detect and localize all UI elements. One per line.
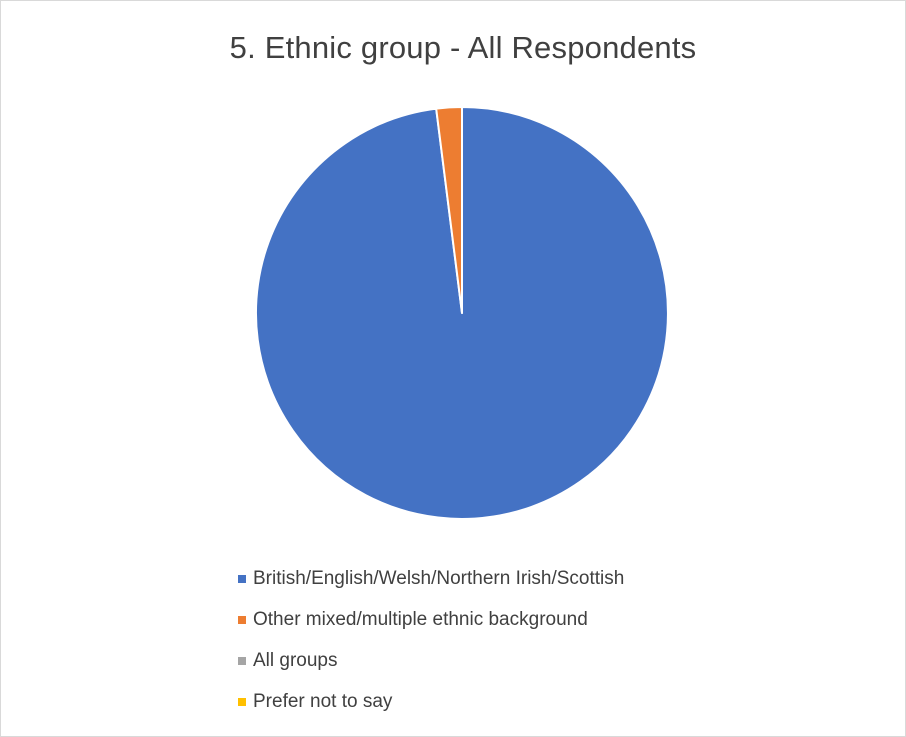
legend-item-all-groups: All groups bbox=[238, 640, 624, 681]
legend-label: All groups bbox=[253, 649, 338, 671]
legend-swatch bbox=[238, 615, 246, 624]
legend-label: Other mixed/multiple ethnic background bbox=[253, 608, 588, 630]
legend-swatch bbox=[238, 574, 246, 583]
legend-item-prefer-not-to-say: Prefer not to say bbox=[238, 681, 624, 722]
pie-slice-2 bbox=[435, 105, 463, 314]
legend-label: British/English/Welsh/Northern Irish/Sco… bbox=[253, 567, 625, 589]
legend-item-other-mixed: Other mixed/multiple ethnic background bbox=[238, 599, 624, 640]
legend-item-british: British/English/Welsh/Northern Irish/Sco… bbox=[238, 558, 624, 599]
legend-label: Prefer not to say bbox=[253, 690, 393, 712]
legend-swatch bbox=[238, 656, 246, 665]
chart-title: 5. Ethnic group - All Respondents bbox=[229, 30, 697, 65]
legend: British/English/Welsh/Northern Irish/Sco… bbox=[238, 558, 624, 722]
legend-swatch bbox=[238, 697, 246, 706]
